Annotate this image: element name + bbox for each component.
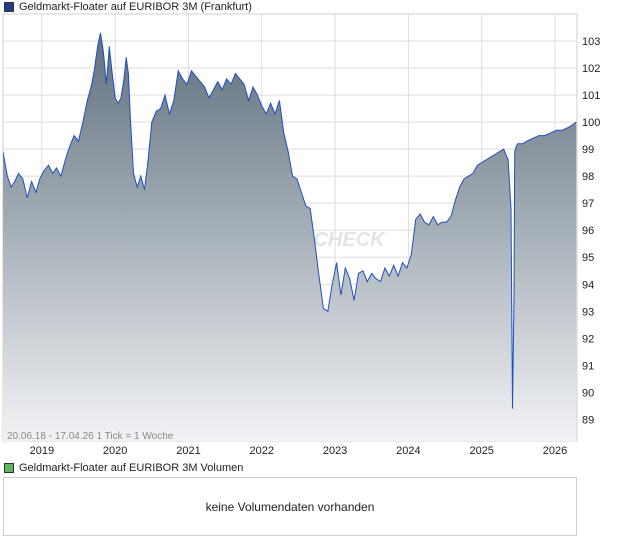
x-tick-label: 2024 xyxy=(396,445,420,457)
y-tick-label: 103 xyxy=(582,36,600,48)
y-axis: 89 90 91 92 93 94 95 96 97 98 99 100 101 102 103 xyxy=(582,36,600,426)
x-axis: 2019 2020 2021 2022 2023 2024 2025 2026 xyxy=(30,445,568,457)
x-tick-label: 2026 xyxy=(543,445,567,457)
watermark: CHECK xyxy=(313,229,386,251)
y-tick-label: 97 xyxy=(582,198,594,210)
y-tick-label: 89 xyxy=(582,414,594,426)
y-tick-label: 101 xyxy=(582,90,600,102)
price-area xyxy=(3,32,577,441)
chart-title: Geldmarkt-Floater auf EURIBOR 3M (Frankf… xyxy=(19,1,252,13)
y-tick-label: 98 xyxy=(582,171,594,183)
y-tick-label: 102 xyxy=(582,63,600,75)
x-tick-label: 2022 xyxy=(250,445,274,457)
y-tick-label: 99 xyxy=(582,144,594,156)
y-tick-label: 94 xyxy=(582,279,594,291)
x-tick-label: 2020 xyxy=(103,445,127,457)
no-volume-message: keine Volumendaten vorhanden xyxy=(205,499,375,514)
x-tick-label: 2019 xyxy=(30,445,54,457)
volume-legend: Geldmarkt-Floater auf EURIBOR 3M Volumen xyxy=(4,461,243,475)
price-legend: Geldmarkt-Floater auf EURIBOR 3M (Frankf… xyxy=(4,0,252,14)
x-tick-label: 2023 xyxy=(323,445,347,457)
watermark-text: CHECK xyxy=(313,229,386,251)
volume-legend-label: Geldmarkt-Floater auf EURIBOR 3M Volumen xyxy=(19,462,244,474)
y-tick-label: 92 xyxy=(582,333,594,345)
y-tick-label: 90 xyxy=(582,387,594,399)
y-tick-label: 93 xyxy=(582,306,594,318)
y-tick-label: 96 xyxy=(582,225,594,237)
x-tick-label: 2025 xyxy=(469,445,493,457)
y-tick-label: 100 xyxy=(582,117,600,129)
y-tick-label: 91 xyxy=(582,360,594,372)
date-range-info: 20.06.18 - 17.04.26 1 Tick = 1 Woche xyxy=(7,431,174,442)
volume-panel: keine Volumendaten vorhanden xyxy=(3,477,577,536)
y-tick-label: 95 xyxy=(582,252,594,264)
x-tick-label: 2021 xyxy=(176,445,200,457)
price-line xyxy=(3,32,577,409)
volume-legend-swatch xyxy=(4,463,14,473)
price-legend-swatch xyxy=(4,2,14,12)
